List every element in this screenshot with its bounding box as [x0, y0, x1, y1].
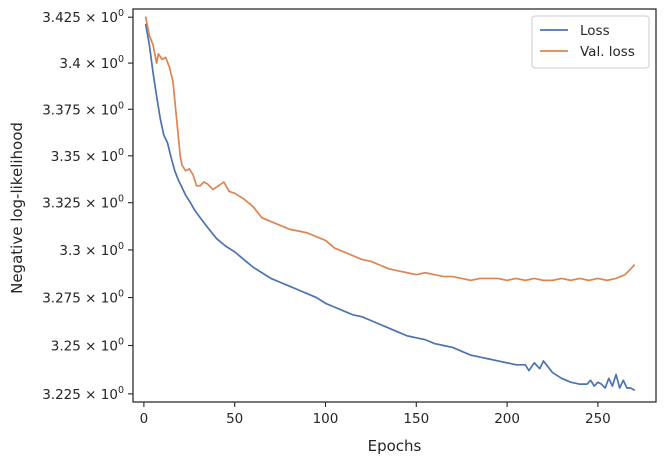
- legend: Loss Val. loss: [531, 15, 650, 69]
- y-tick-base: 10: [101, 10, 118, 26]
- y-tick-base: 10: [101, 387, 118, 403]
- series-layer: [144, 16, 636, 391]
- y-tick-label: 3.325 × 100: [42, 194, 124, 212]
- y-tick-times: ×: [81, 387, 101, 403]
- y-tick-base: 10: [101, 243, 118, 259]
- y-tick-exponent: 0: [118, 337, 124, 348]
- y-tick-label: 3.375 × 100: [42, 100, 124, 118]
- y-tick-label: 3.275 × 100: [42, 289, 124, 307]
- y-tick-base: 10: [101, 149, 118, 165]
- y-tick-times: ×: [81, 149, 101, 165]
- y-tick-base: 10: [101, 102, 118, 118]
- x-tick-label: 0: [140, 411, 149, 427]
- y-tick-times: ×: [81, 102, 101, 118]
- y-tick-times: ×: [81, 243, 101, 259]
- x-tick-label: 100: [313, 411, 339, 427]
- y-tick-mantissa: 3.375: [42, 102, 81, 118]
- y-tick-label: 3.25 × 100: [51, 337, 124, 355]
- y-tick-mantissa: 3.275: [42, 291, 81, 307]
- plot-frame: [132, 8, 657, 403]
- y-tick-times: ×: [81, 291, 101, 307]
- y-tick-exponent: 0: [118, 8, 124, 19]
- series-line-loss: [144, 23, 636, 391]
- y-tick-times: ×: [81, 10, 101, 26]
- x-tick-label: 150: [403, 411, 429, 427]
- y-tick-label: 3.3 × 100: [59, 241, 124, 259]
- y-tick-label: 3.225 × 100: [42, 385, 124, 403]
- y-tick-base: 10: [101, 291, 118, 307]
- y-tick-exponent: 0: [118, 289, 124, 300]
- x-axis-label: Epochs: [368, 437, 422, 455]
- y-tick-mantissa: 3.325: [42, 196, 81, 212]
- y-tick-mantissa: 3.35: [51, 149, 81, 165]
- y-tick-label: 3.4 × 100: [59, 54, 124, 72]
- y-tick-exponent: 0: [118, 100, 124, 111]
- y-axis-label: Negative log-likelihood: [8, 122, 26, 294]
- y-tick-mantissa: 3.425: [42, 10, 81, 26]
- legend-label: Loss: [580, 23, 610, 39]
- y-tick-mantissa: 3.25: [51, 339, 81, 355]
- y-tick-times: ×: [81, 56, 101, 72]
- y-tick-base: 10: [101, 196, 118, 212]
- y-tick-base: 10: [101, 339, 118, 355]
- legend-label: Val. loss: [580, 44, 635, 60]
- y-tick-mantissa: 3.4: [59, 56, 80, 72]
- y-tick-mantissa: 3.3: [59, 243, 80, 259]
- x-tick-label: 200: [494, 411, 520, 427]
- y-tick-exponent: 0: [118, 241, 124, 252]
- y-tick-mantissa: 3.225: [42, 387, 81, 403]
- x-tick-label: 50: [226, 411, 243, 427]
- y-tick-exponent: 0: [118, 147, 124, 158]
- y-tick-times: ×: [81, 339, 101, 355]
- y-tick-label: 3.425 × 100: [42, 8, 124, 26]
- y-tick-label: 3.35 × 100: [51, 147, 124, 165]
- plot-area: [132, 8, 657, 403]
- y-tick-times: ×: [81, 196, 101, 212]
- legend-box: [531, 15, 650, 69]
- x-tick-label: 250: [585, 411, 611, 427]
- x-axis-ticks: 0 50 100 150 200 250: [140, 402, 611, 427]
- y-tick-base: 10: [101, 56, 118, 72]
- y-tick-exponent: 0: [118, 194, 124, 205]
- series-line-val-loss: [144, 16, 636, 282]
- y-tick-exponent: 0: [118, 54, 124, 65]
- y-tick-exponent: 0: [118, 385, 124, 396]
